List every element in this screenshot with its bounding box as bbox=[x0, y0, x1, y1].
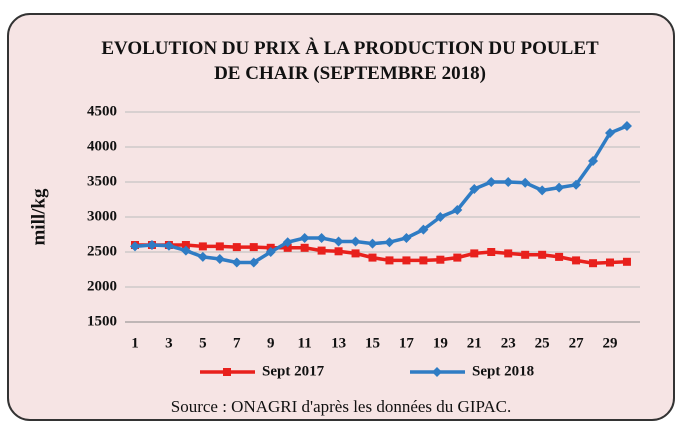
marker bbox=[197, 251, 208, 262]
x-tick-label: 13 bbox=[331, 335, 346, 351]
marker bbox=[487, 248, 496, 256]
x-tick-label: 11 bbox=[298, 335, 312, 351]
marker bbox=[384, 237, 395, 248]
marker bbox=[470, 249, 479, 258]
marker bbox=[419, 256, 428, 265]
marker bbox=[418, 224, 429, 235]
x-tick-label: 5 bbox=[199, 335, 207, 351]
y-tick-label: 3000 bbox=[87, 208, 117, 224]
marker bbox=[385, 256, 394, 265]
x-tick-label: 19 bbox=[433, 335, 448, 351]
marker bbox=[605, 128, 615, 138]
y-tick-label: 1500 bbox=[87, 313, 117, 329]
y-tick-label: 3500 bbox=[87, 173, 117, 189]
marker bbox=[333, 236, 344, 247]
marker bbox=[283, 243, 292, 252]
x-tick-label: 23 bbox=[501, 335, 516, 351]
marker bbox=[368, 253, 377, 262]
y-tick-label: 2000 bbox=[87, 278, 117, 294]
marker bbox=[198, 242, 207, 251]
marker bbox=[316, 233, 327, 243]
x-tick-label: 9 bbox=[267, 335, 275, 351]
marker bbox=[300, 243, 309, 252]
x-tick-label: 1 bbox=[131, 335, 139, 351]
chart-title: EVOLUTION DU PRIX À LA PRODUCTION DU POU… bbox=[101, 38, 599, 84]
marker bbox=[249, 243, 258, 252]
x-tick-label: 25 bbox=[535, 335, 550, 351]
marker bbox=[163, 240, 174, 251]
marker bbox=[606, 258, 614, 267]
marker bbox=[232, 243, 241, 252]
marker bbox=[401, 233, 412, 243]
marker bbox=[503, 177, 514, 187]
marker bbox=[180, 245, 191, 256]
marker bbox=[181, 241, 190, 249]
marker bbox=[351, 249, 360, 258]
marker bbox=[265, 247, 276, 257]
marker bbox=[350, 236, 361, 247]
marker bbox=[231, 257, 242, 268]
legend-label: Sept 2018 bbox=[472, 363, 534, 379]
marker bbox=[453, 253, 462, 262]
x-tick-label: 21 bbox=[467, 335, 482, 351]
y-tick-label: 2500 bbox=[87, 243, 117, 259]
marker bbox=[299, 233, 310, 243]
marker bbox=[130, 241, 140, 252]
marker bbox=[435, 212, 446, 222]
x-tick-label: 27 bbox=[569, 335, 585, 351]
marker bbox=[214, 254, 225, 264]
marker bbox=[554, 182, 565, 193]
marker bbox=[504, 249, 513, 258]
marker bbox=[571, 179, 582, 190]
marker bbox=[215, 242, 224, 251]
x-tick-label: 15 bbox=[365, 335, 380, 351]
y-tick-label: 4500 bbox=[87, 103, 117, 119]
marker bbox=[486, 177, 497, 187]
marker bbox=[589, 259, 598, 268]
marker bbox=[282, 237, 293, 248]
marker bbox=[588, 156, 599, 166]
marker bbox=[622, 257, 631, 266]
marker bbox=[317, 246, 326, 255]
marker bbox=[402, 256, 411, 265]
marker bbox=[432, 367, 442, 377]
marker bbox=[538, 250, 547, 259]
marker bbox=[248, 257, 259, 268]
x-tick-label: 7 bbox=[233, 335, 241, 351]
x-tick-label: 29 bbox=[603, 335, 618, 351]
x-tick-label: 3 bbox=[165, 335, 173, 351]
y-tick-label: 4000 bbox=[87, 138, 117, 154]
marker bbox=[436, 255, 445, 264]
marker bbox=[555, 252, 564, 261]
marker bbox=[146, 240, 157, 250]
y-axis-label: mill/kg bbox=[28, 188, 49, 246]
marker bbox=[537, 185, 548, 196]
marker bbox=[223, 368, 231, 376]
marker bbox=[621, 121, 632, 131]
marker bbox=[520, 177, 531, 188]
marker bbox=[572, 256, 581, 265]
source: Source : ONAGRI d'après les données du G… bbox=[171, 397, 512, 416]
x-tick-label: 17 bbox=[399, 335, 415, 351]
marker bbox=[334, 247, 343, 256]
marker bbox=[469, 184, 480, 194]
marker bbox=[452, 205, 463, 215]
marker bbox=[521, 250, 530, 259]
legend-label: Sept 2017 bbox=[262, 363, 325, 379]
marker bbox=[367, 238, 378, 249]
